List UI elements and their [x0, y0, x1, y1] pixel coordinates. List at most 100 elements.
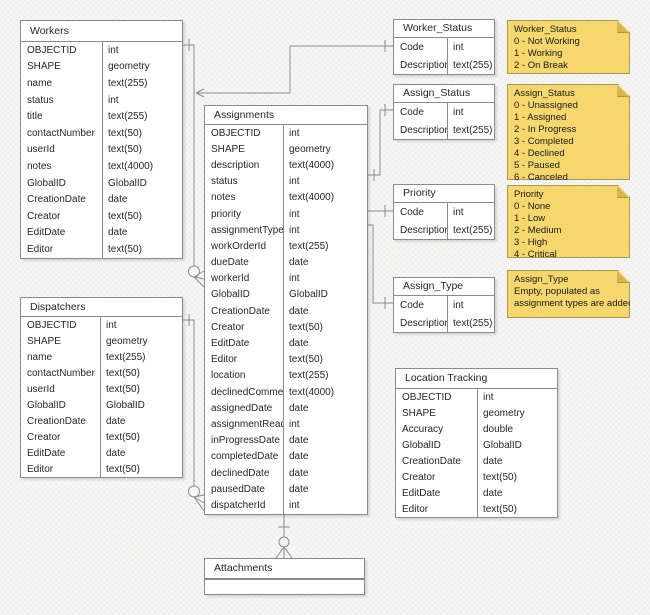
field-type: int — [289, 208, 300, 220]
field-row: SHAPE geometry — [396, 405, 557, 421]
note-worker-status[interactable]: Worker_Status 0 - Not Working 1 - Working 2… — [507, 20, 630, 74]
field-name: assignmentRead — [205, 416, 284, 433]
field-row: CreationDate date — [21, 413, 182, 429]
field-name: GlobalID — [21, 397, 101, 413]
field-row: contactNumber text(50) — [21, 124, 182, 142]
field-row: EditDate date — [396, 485, 557, 501]
field-name: Description — [394, 221, 448, 239]
field-name: workOrderId — [205, 238, 284, 255]
table-workers[interactable]: Workers OBJECTID int SHAPE geometry name text(… — [20, 20, 183, 259]
table-title: Location Tracking — [396, 369, 557, 389]
field-name: GlobalID — [21, 174, 103, 192]
table-title: Workers — [21, 21, 182, 42]
note-assign-type[interactable]: Assign_Type Empty, populated as assignment… — [507, 270, 630, 318]
field-type: text(50) — [108, 127, 142, 139]
field-row: Accuracy double — [396, 421, 557, 437]
table-dispatchers[interactable]: Dispatchers OBJECTID int SHAPE geometry name t… — [20, 297, 183, 478]
table-assign-type[interactable]: Assign_Type Code int Description text(255) — [393, 277, 495, 333]
field-name: Code — [394, 203, 448, 221]
field-type: int — [108, 94, 119, 106]
field-type: geometry — [289, 143, 331, 155]
field-row: Editor text(50) — [21, 461, 182, 477]
field-type: date — [106, 447, 126, 459]
field-name: pausedDate — [205, 481, 284, 498]
field-row: OBJECTID int — [21, 317, 182, 333]
table-priority[interactable]: Priority Code int Description text(255) — [393, 184, 495, 240]
field-type: date — [289, 305, 309, 317]
field-type: int — [289, 499, 300, 511]
field-type: text(50) — [289, 321, 323, 333]
connector-assignments-attachments[interactable] — [275, 512, 293, 559]
field-type: text(50) — [289, 354, 323, 366]
connector-priority-assignments[interactable] — [368, 205, 393, 217]
field-row: notes text(4000) — [205, 189, 367, 206]
field-name: Editor — [21, 461, 101, 477]
field-row: Editor text(50) — [396, 501, 557, 517]
field-row: SHAPE geometry — [21, 58, 182, 76]
field-type: text(255) — [453, 59, 493, 71]
field-type: GlobalID — [106, 399, 145, 411]
field-type: date — [289, 402, 309, 414]
field-type: date — [289, 435, 309, 447]
field-type: int — [106, 319, 117, 331]
field-name: Description — [394, 314, 448, 332]
field-type: text(255) — [453, 124, 493, 136]
field-row: Description text(255) — [394, 314, 494, 332]
table-title: Attachments — [205, 559, 364, 579]
field-name: Code — [394, 296, 448, 314]
field-row: Editor text(50) — [205, 351, 367, 368]
field-type: GlobalID — [483, 439, 522, 451]
field-name: OBJECTID — [205, 125, 284, 142]
table-attachments[interactable]: Attachments — [204, 558, 365, 595]
note-line: 3 - Completed — [514, 136, 574, 147]
field-row: location text(255) — [205, 367, 367, 384]
connector-assigntype-assignments[interactable] — [368, 224, 393, 309]
field-type: text(4000) — [289, 386, 335, 398]
field-row: GlobalID GlobalID — [205, 286, 367, 304]
field-name: Description — [394, 56, 448, 74]
note-assign-status[interactable]: Assign_Status 0 - Unassigned 1 - Assigned 2… — [507, 84, 630, 180]
connector-workerstatus-workers[interactable] — [195, 40, 393, 98]
field-type: int — [289, 418, 300, 430]
field-name: Accuracy — [396, 421, 478, 437]
table-worker-status[interactable]: Worker_Status Code int Description text(255) — [393, 19, 495, 75]
field-name: CreationDate — [396, 453, 478, 469]
connector-dispatchers-assignments[interactable] — [183, 314, 205, 512]
field-row: CreationDate date — [396, 453, 557, 469]
field-type: text(50) — [106, 383, 140, 395]
note-line: assignment types are added — [514, 298, 634, 309]
note-priority[interactable]: Priority 0 - None 1 - Low 2 - Medium 3 - Hig… — [507, 185, 630, 258]
field-row: title text(255) — [21, 108, 182, 125]
field-name: name — [21, 75, 103, 92]
field-name: userId — [21, 141, 103, 159]
field-row: status int — [21, 91, 182, 109]
field-row: workOrderId text(255) — [205, 238, 367, 255]
note-title: Assign_Status — [514, 88, 575, 99]
field-type: int — [289, 273, 300, 285]
table-assign-status[interactable]: Assign_Status Code int Description text(255) — [393, 84, 495, 140]
field-type: int — [453, 206, 464, 218]
table-assignments[interactable]: Assignments OBJECTID int SHAPE geometry descr… — [204, 105, 368, 515]
field-type: date — [289, 451, 309, 463]
field-type: GlobalID — [108, 177, 147, 189]
field-name: SHAPE — [396, 405, 478, 421]
field-name: Editor — [21, 241, 103, 258]
table-title: Assignments — [205, 106, 367, 125]
field-row: Description text(255) — [394, 56, 494, 74]
field-type: date — [289, 483, 309, 495]
field-row: EditDate date — [205, 335, 367, 352]
table-location-tracking[interactable]: Location Tracking OBJECTID int SHAPE geometr… — [395, 368, 558, 518]
field-type: GlobalID — [289, 289, 328, 301]
field-type: text(50) — [483, 471, 517, 483]
note-title: Assign_Type — [514, 274, 569, 285]
empty-row — [205, 579, 364, 594]
field-name: inProgressDate — [205, 432, 284, 449]
field-name: title — [21, 108, 103, 125]
field-row: inProgressDate date — [205, 432, 367, 449]
field-type: text(50) — [483, 503, 517, 515]
connector-assignstatus-assignments[interactable] — [368, 104, 393, 181]
connector-workers-assignments[interactable] — [183, 39, 205, 288]
table-title: Dispatchers — [21, 298, 182, 317]
